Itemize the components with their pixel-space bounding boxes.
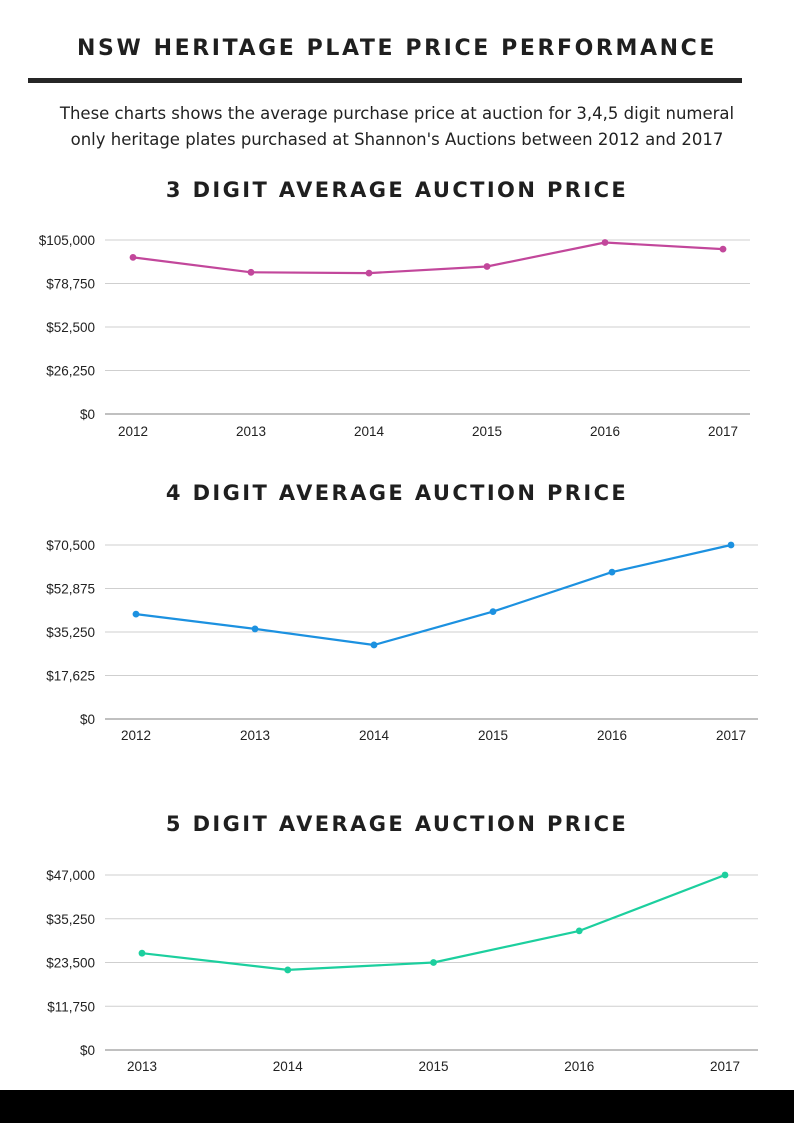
y-tick-label: $47,000: [46, 868, 95, 883]
data-point: [284, 966, 292, 974]
data-point: [370, 641, 378, 649]
page-title: NSW HERITAGE PLATE PRICE PERFORMANCE: [77, 36, 717, 61]
data-point: [489, 608, 497, 616]
chart-title-5-digit: 5 DIGIT AVERAGE AUCTION PRICE: [165, 812, 629, 836]
data-point: [727, 541, 735, 549]
y-tick-label: $0: [80, 712, 95, 727]
x-tick-label: 2015: [472, 424, 502, 439]
x-tick-label: 2013: [236, 424, 266, 439]
y-tick-label: $0: [80, 1043, 95, 1058]
x-tick-label: 2014: [359, 728, 390, 743]
data-point: [247, 268, 255, 276]
data-point: [601, 239, 609, 246]
y-tick-label: $26,250: [46, 364, 95, 379]
x-tick-label: 2017: [716, 728, 746, 743]
chart-title-4-digit: 4 DIGIT AVERAGE AUCTION PRICE: [165, 481, 629, 505]
y-tick-label: $105,000: [39, 233, 95, 248]
intro-text: These charts shows the average purchase …: [20, 101, 774, 153]
intro-line-2: only heritage plates purchased at Shanno…: [70, 130, 724, 149]
x-tick-label: 2014: [273, 1059, 304, 1074]
y-tick-label: $52,875: [46, 582, 95, 597]
x-tick-label: 2014: [354, 424, 385, 439]
title-divider: [28, 78, 742, 83]
x-tick-label: 2015: [478, 728, 508, 743]
series-line-5-digit: [141, 873, 726, 972]
x-tick-label: 2013: [240, 728, 270, 743]
data-point: [483, 263, 491, 270]
chart-4-digit: $0 $17,625 $35,250 $52,875 $70,500 2012 2013 20…: [46, 538, 758, 743]
y-tick-label: $52,500: [46, 320, 95, 335]
chart-5-digit: $0 $11,750 $23,500 $35,250 $47,000 2013 2014 20…: [46, 868, 758, 1074]
y-tick-label: $70,500: [46, 538, 95, 553]
data-point: [138, 949, 146, 957]
x-tick-label: 2017: [710, 1059, 740, 1074]
data-point: [365, 269, 373, 277]
y-tick-label: $17,625: [46, 669, 95, 684]
data-point: [608, 568, 616, 576]
series-line-3-digit: [132, 241, 724, 275]
data-point: [575, 927, 583, 935]
y-tick-label: $23,500: [46, 956, 95, 971]
x-tick-label: 2013: [127, 1059, 157, 1074]
x-tick-label: 2016: [564, 1059, 594, 1074]
data-point: [132, 610, 140, 618]
data-point: [430, 959, 437, 966]
chart-title-3-digit: 3 DIGIT AVERAGE AUCTION PRICE: [165, 178, 629, 202]
data-point: [719, 245, 727, 253]
x-tick-label: 2017: [708, 424, 738, 439]
y-tick-label: $35,250: [46, 912, 95, 927]
x-tick-label: 2016: [590, 424, 620, 439]
x-tick-label: 2012: [121, 728, 151, 743]
y-tick-label: $78,750: [46, 277, 95, 292]
data-point: [251, 625, 259, 633]
x-tick-label: 2015: [418, 1059, 448, 1074]
chart-3-digit: $0 $26,250 $52,500 $78,750 $105,000 2012 2013 2…: [39, 233, 750, 439]
intro-line-1: These charts shows the average purchase …: [59, 104, 735, 123]
x-tick-label: 2012: [118, 424, 148, 439]
y-tick-label: $0: [80, 407, 95, 422]
y-tick-label: $35,250: [46, 625, 95, 640]
series-line-4-digit: [135, 543, 732, 647]
data-point: [721, 871, 729, 879]
footer-bar: [0, 1090, 794, 1123]
data-point: [129, 254, 137, 261]
y-tick-label: $11,750: [47, 999, 95, 1014]
x-tick-label: 2016: [597, 728, 627, 743]
